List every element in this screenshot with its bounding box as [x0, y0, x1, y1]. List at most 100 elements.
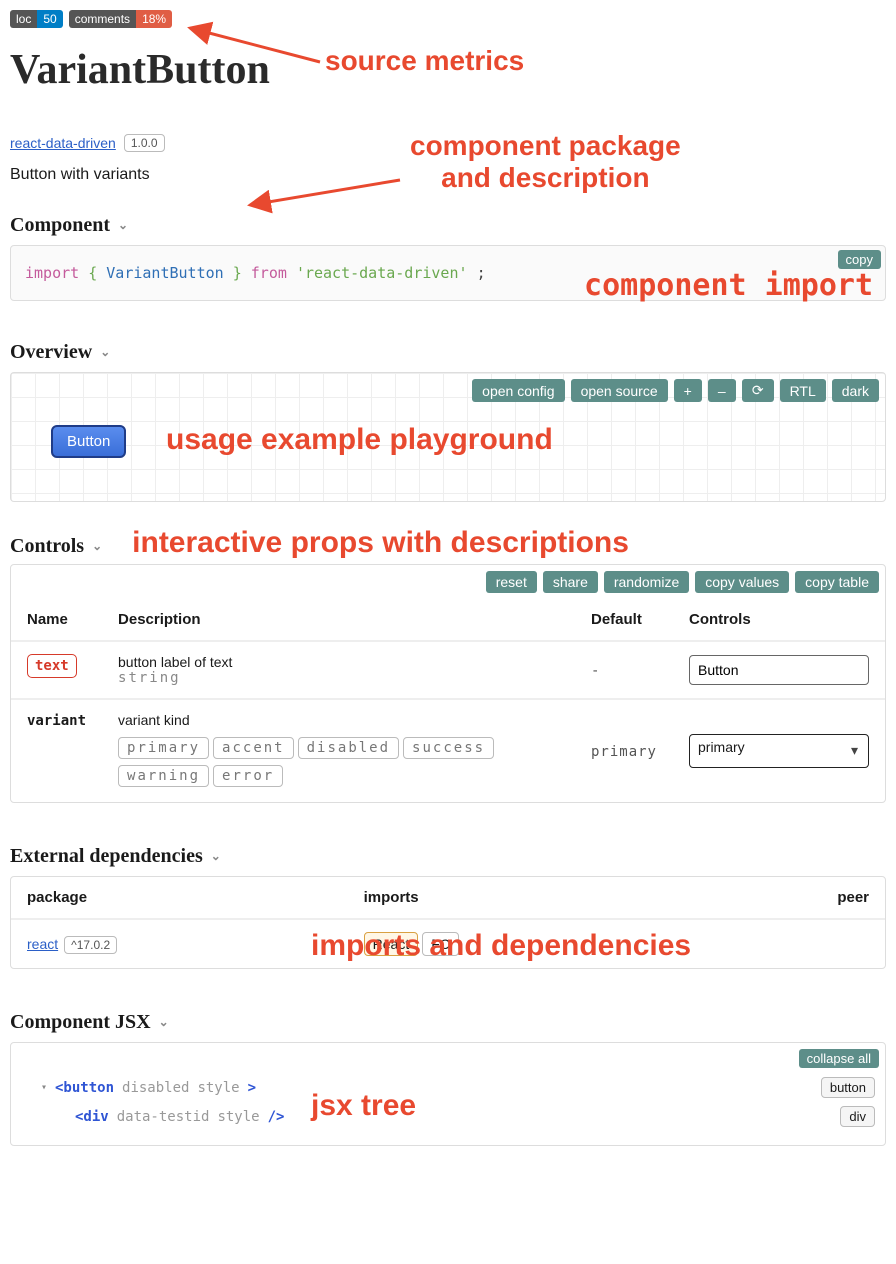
dep-version: ^17.0.2 [64, 936, 117, 954]
loc-badge-value: 50 [37, 10, 62, 28]
code-token: } [233, 264, 242, 282]
copy-values-button[interactable]: copy values [695, 571, 789, 593]
code-token: ; [477, 264, 486, 282]
table-row: textbutton label of textstring- [11, 641, 885, 699]
copy-table-button[interactable]: copy table [795, 571, 879, 593]
section-controls-title[interactable]: Controls ⌄ [10, 535, 102, 558]
chevron-down-icon: ⌄ [92, 539, 102, 554]
enum-option: disabled [298, 737, 399, 759]
jsx-element-pill[interactable]: button [821, 1077, 875, 1098]
code-token: VariantButton [106, 264, 223, 282]
component-description: Button with variants [10, 166, 886, 184]
controls-table: Name Description Default Controls text bu… [11, 599, 885, 802]
control-select[interactable]: primary [689, 734, 869, 768]
controls-panel: reset share randomize copy values copy t… [10, 564, 886, 803]
loc-badge: loc 50 [10, 10, 63, 28]
annotation-controls: interactive props with descriptions [132, 526, 629, 560]
demo-variant-button[interactable]: Button [51, 425, 126, 458]
code-token: from [251, 264, 287, 282]
enum-option: warning [118, 765, 209, 787]
jsx-tag: <div [75, 1109, 109, 1125]
code-token: import [25, 264, 79, 282]
col-default: Default [575, 599, 673, 641]
loc-badge-label: loc [10, 10, 37, 28]
control-text-input[interactable] [689, 655, 869, 685]
prop-name: variant [27, 713, 86, 729]
share-button[interactable]: share [543, 571, 598, 593]
jsx-tag: <button [55, 1080, 114, 1096]
import-pill: React [364, 932, 419, 956]
prop-type: string [118, 670, 559, 686]
code-token: { [88, 264, 97, 282]
comments-badge-value: 18% [136, 10, 172, 28]
collapse-all-button[interactable]: collapse all [799, 1049, 879, 1068]
jsx-attr: style [217, 1109, 259, 1125]
section-component-label: Component [10, 214, 110, 237]
section-deps-title[interactable]: External dependencies ⌄ [10, 845, 886, 868]
playground-toolbar: open config open source + – ⟳ RTL dark [472, 379, 879, 402]
enum-option: success [403, 737, 494, 759]
jsx-attr: data-testid [117, 1109, 210, 1125]
import-code-panel: copy import { VariantButton } from 'reac… [10, 245, 886, 301]
col-imports: imports [348, 877, 710, 919]
chevron-down-icon: ⌄ [159, 1015, 169, 1030]
deps-panel: package imports peer react^17.0.2ReactFC… [10, 876, 886, 969]
section-overview-label: Overview [10, 341, 92, 364]
open-source-button[interactable]: open source [571, 379, 668, 402]
reset-button[interactable]: reset [486, 571, 537, 593]
dark-toggle-button[interactable]: dark [832, 379, 879, 402]
copy-button[interactable]: copy [838, 250, 881, 269]
randomize-button[interactable]: randomize [604, 571, 689, 593]
prop-description: button label of text [118, 654, 559, 670]
dep-package-link[interactable]: react [27, 936, 58, 952]
package-version: 1.0.0 [124, 134, 165, 152]
annotation-playground: usage example playground [166, 423, 553, 457]
col-description: Description [102, 599, 575, 641]
prop-name: text [27, 654, 77, 678]
jsx-row[interactable]: <div data-testid style /> div [21, 1102, 875, 1131]
enum-option: accent [213, 737, 294, 759]
section-overview-title[interactable]: Overview ⌄ [10, 341, 886, 364]
chevron-down-icon: ⌄ [118, 218, 128, 233]
code-token: 'react-data-driven' [296, 264, 468, 282]
chevron-down-icon: ⌄ [211, 849, 221, 864]
col-name: Name [11, 599, 102, 641]
jsx-element-pill[interactable]: div [840, 1106, 875, 1127]
table-row: variantvariant kindprimaryaccentdisabled… [11, 699, 885, 802]
playground-panel: open config open source + – ⟳ RTL dark B… [10, 372, 886, 502]
section-jsx-title[interactable]: Component JSX ⌄ [10, 1011, 886, 1034]
controls-toolbar: reset share randomize copy values copy t… [11, 565, 885, 599]
table-row: react^17.0.2ReactFC [11, 919, 885, 968]
col-package: package [11, 877, 348, 919]
zoom-out-button[interactable]: – [708, 379, 736, 402]
caret-icon[interactable]: ▾ [41, 1082, 55, 1093]
jsx-panel: collapse all ▾<button disabled style > butto… [10, 1042, 886, 1146]
jsx-attr: disabled [122, 1080, 189, 1096]
package-line: react-data-driven 1.0.0 [10, 134, 886, 152]
comments-badge: comments 18% [69, 10, 172, 28]
section-jsx-label: Component JSX [10, 1011, 151, 1034]
enum-option: primary [118, 737, 209, 759]
annotation-import: component import [584, 268, 873, 303]
section-controls-label: Controls [10, 535, 84, 558]
comments-badge-label: comments [69, 10, 136, 28]
jsx-row[interactable]: ▾<button disabled style > button [21, 1073, 875, 1102]
page-title: VariantButton [10, 46, 886, 94]
jsx-attr: style [197, 1080, 239, 1096]
reset-zoom-button[interactable]: ⟳ [742, 379, 774, 402]
section-component-title[interactable]: Component ⌄ [10, 214, 886, 237]
package-link[interactable]: react-data-driven [10, 135, 116, 151]
prop-default: primary [591, 744, 657, 760]
section-deps-label: External dependencies [10, 845, 203, 868]
rtl-toggle-button[interactable]: RTL [780, 379, 826, 402]
col-controls: Controls [673, 599, 885, 641]
jsx-close: > [248, 1080, 256, 1096]
open-config-button[interactable]: open config [472, 379, 564, 402]
source-metrics-badges: loc 50 comments 18% [10, 10, 886, 28]
deps-table: package imports peer react^17.0.2ReactFC [11, 877, 885, 968]
prop-description: variant kind [118, 712, 559, 728]
zoom-in-button[interactable]: + [674, 379, 702, 402]
jsx-close: /> [268, 1109, 285, 1125]
col-peer: peer [709, 877, 885, 919]
enum-option: error [213, 765, 283, 787]
